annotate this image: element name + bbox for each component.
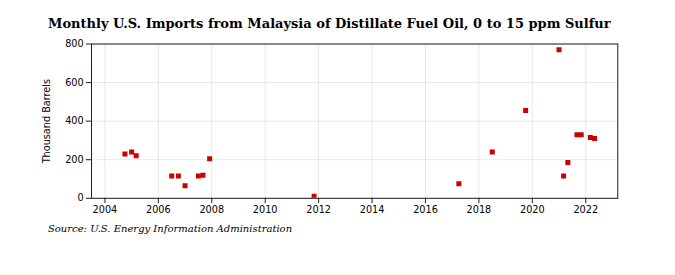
html-text:Monthly U.S. Imports from Mala: Monthly U.S. Imports from Malaysia of Di… [48,16,611,31]
svg-text:2020: 2020 [520,204,545,215]
svg-text:400: 400 [65,115,84,126]
svg-text:Thousand Barrels: Thousand Barrels [41,79,52,164]
svg-text:2016: 2016 [413,204,438,215]
svg-text:2006: 2006 [146,204,171,215]
svg-text:2010: 2010 [253,204,278,215]
svg-text:2012: 2012 [306,204,331,215]
svg-text:0: 0 [77,192,83,203]
html-text:Source: U.S. Energy Informatio: Source: U.S. Energy Information Administ… [48,222,293,234]
svg-text:2008: 2008 [199,204,224,215]
svg-text:800: 800 [65,38,84,49]
svg-text:2022: 2022 [573,204,598,215]
svg-text:2014: 2014 [360,204,385,215]
svg-text:200: 200 [65,154,84,165]
svg-text:2004: 2004 [93,204,118,215]
svg-text:600: 600 [65,77,84,88]
svg-text:2018: 2018 [467,204,492,215]
